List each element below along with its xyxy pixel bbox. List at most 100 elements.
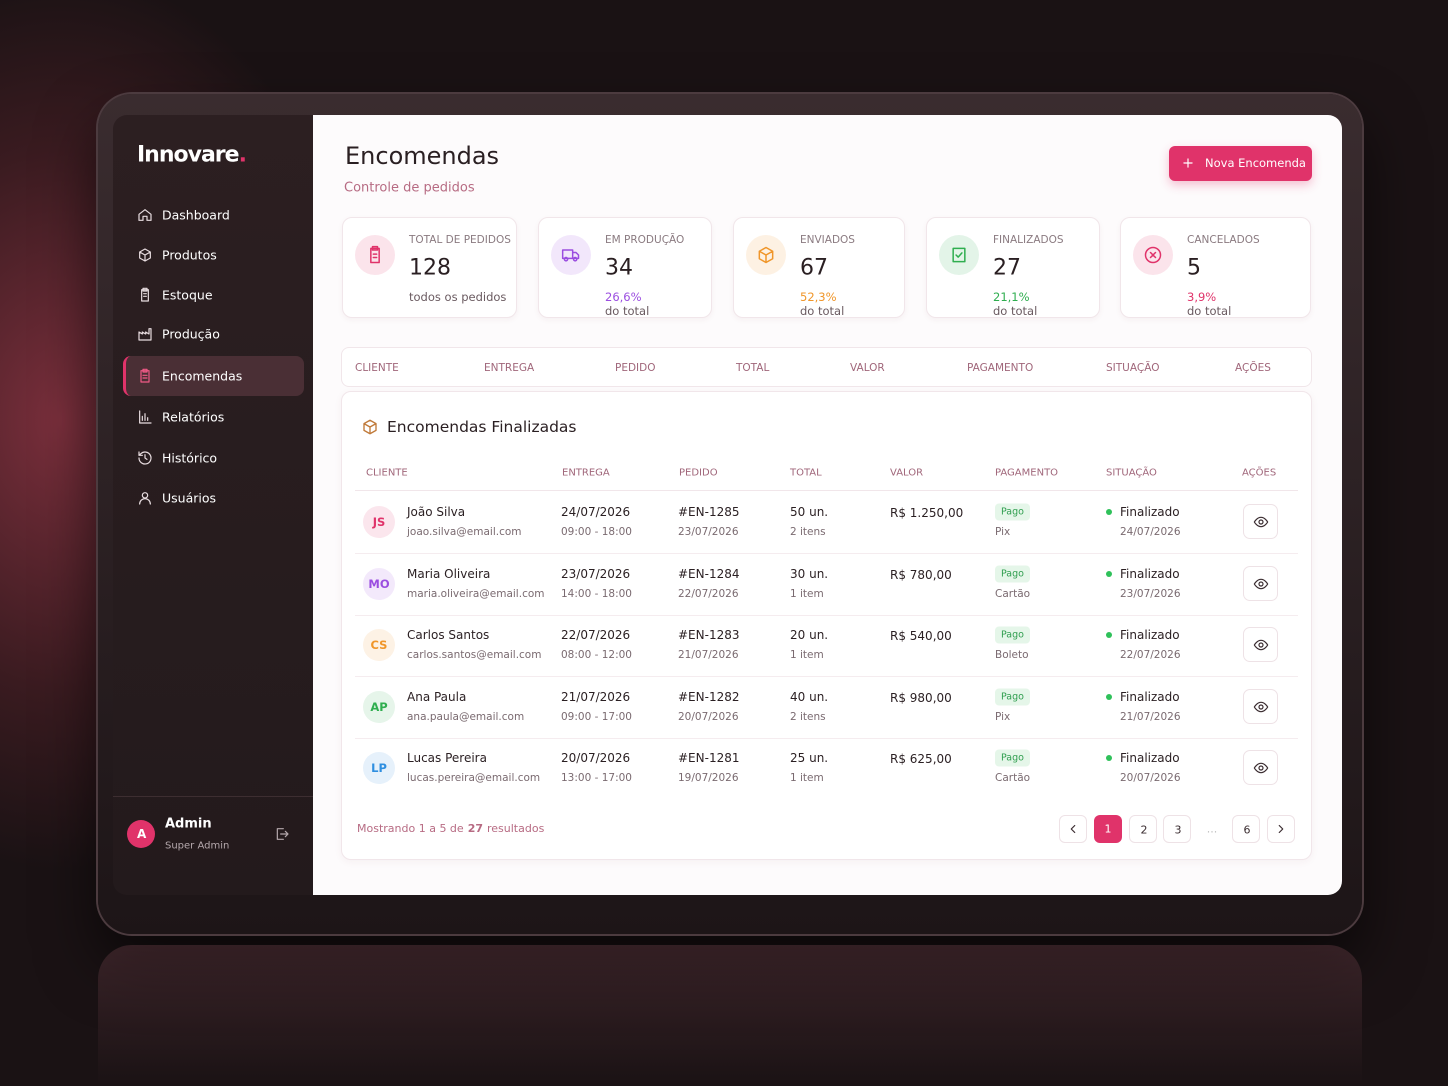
chevron-right bbox=[1278, 824, 1284, 834]
avatar-initials: AP bbox=[370, 700, 388, 714]
stat-value: 34 bbox=[605, 255, 633, 281]
pagination-total: 27 bbox=[467, 822, 483, 835]
next-page[interactable] bbox=[1267, 815, 1295, 843]
stat-percent: 3,9% bbox=[1187, 290, 1217, 304]
delivery-time: 09:00 - 17:00 bbox=[561, 711, 632, 723]
delivery-date: 24/07/2026 bbox=[561, 505, 631, 519]
avatar-initials: LP bbox=[371, 761, 387, 775]
stat-card: ENVIADOS 67 52,3% do total bbox=[733, 217, 905, 318]
stat-note-row: 21,1% do total bbox=[993, 290, 1037, 318]
page-title: Encomendas bbox=[345, 142, 500, 170]
client-email: carlos.santos@email.com bbox=[407, 649, 542, 661]
brand-dot: . bbox=[238, 142, 247, 168]
stat-card: EM PRODUÇÃO 34 26,6% do total bbox=[538, 217, 712, 318]
filter-header-label: SITUAÇÃO bbox=[1106, 362, 1160, 374]
avatar-initials: JS bbox=[372, 515, 386, 529]
stat-icon bbox=[370, 245, 380, 264]
eye-icon bbox=[1253, 639, 1269, 651]
nav-icon bbox=[139, 248, 151, 262]
client-name: João Silva bbox=[407, 505, 466, 519]
payment-badge: Pago bbox=[995, 503, 1030, 521]
pagination-suffix: resultados bbox=[487, 822, 545, 835]
view-button[interactable] bbox=[1243, 504, 1278, 539]
delivery-date: 20/07/2026 bbox=[561, 751, 631, 765]
view-button[interactable] bbox=[1243, 689, 1278, 724]
nav-icon-shape bbox=[139, 410, 152, 424]
stat-note: do total bbox=[993, 304, 1038, 318]
nav-item: Dashboard bbox=[162, 207, 230, 223]
quantity: 50 un. bbox=[790, 505, 829, 519]
status-date: 22/07/2026 bbox=[1120, 649, 1181, 661]
stat-value: 128 bbox=[409, 255, 451, 281]
status-date: 20/07/2026 bbox=[1120, 772, 1181, 784]
nav-icon-shape bbox=[138, 451, 152, 465]
stat-icon-shape bbox=[561, 249, 580, 262]
stat-note-row: 26,6% do total bbox=[605, 290, 649, 318]
nav-active-bg[interactable] bbox=[123, 356, 304, 396]
quantity: 40 un. bbox=[790, 690, 829, 704]
chevron-left bbox=[1070, 824, 1076, 834]
brand-logo: Innovare. bbox=[137, 142, 247, 168]
view-button[interactable] bbox=[1243, 750, 1278, 785]
column-header: CLIENTE bbox=[366, 467, 408, 479]
stat-percent: 52,3% bbox=[800, 290, 837, 304]
view-button[interactable] bbox=[1243, 627, 1278, 662]
client-email: lucas.pereira@email.com bbox=[407, 772, 541, 784]
nav-icon bbox=[138, 328, 152, 341]
page-button[interactable]: 3 bbox=[1163, 815, 1191, 843]
order-number: #EN-1282 bbox=[678, 690, 740, 704]
avatar-initials: CS bbox=[370, 638, 388, 652]
stat-icon bbox=[952, 247, 966, 263]
page-button[interactable]: 2 bbox=[1129, 815, 1157, 843]
quantity: 30 un. bbox=[790, 567, 829, 581]
page-button[interactable]: 6 bbox=[1232, 815, 1260, 843]
stat-icon-bg bbox=[551, 235, 591, 275]
status: Finalizado bbox=[1120, 567, 1180, 581]
filter-header-label: TOTAL bbox=[736, 362, 770, 374]
status-dot bbox=[1106, 571, 1112, 577]
delivery-time: 08:00 - 12:00 bbox=[561, 649, 632, 661]
nav-item: Usuários bbox=[162, 490, 217, 506]
filter-header-label: CLIENTE bbox=[355, 362, 399, 374]
stat-percent: 21,1% bbox=[993, 290, 1030, 304]
payment-badge: Pago bbox=[995, 688, 1030, 706]
view-button[interactable] bbox=[1243, 566, 1278, 601]
client-name: Lucas Pereira bbox=[407, 751, 487, 765]
nav-item: Histórico bbox=[162, 450, 218, 466]
column-header: AÇÕES bbox=[1242, 467, 1277, 479]
nav-icon bbox=[141, 287, 149, 302]
client-name: Ana Paula bbox=[407, 690, 467, 704]
payment-badge: Pago bbox=[995, 565, 1030, 583]
stat-icon bbox=[1144, 246, 1162, 264]
table-title: Encomendas Finalizadas bbox=[387, 418, 577, 436]
filter-bar bbox=[341, 347, 1312, 387]
nav-icon-shape bbox=[138, 328, 152, 341]
payment-method: Cartão bbox=[995, 772, 1031, 784]
new-order-button[interactable]: Nova Encomenda bbox=[1169, 146, 1312, 181]
quantity: 20 un. bbox=[790, 628, 829, 642]
stat-card: FINALIZADOS 27 21,1% do total bbox=[926, 217, 1100, 318]
order-value: R$ 780,00 bbox=[890, 568, 952, 582]
table-card bbox=[341, 391, 1312, 860]
order-date: 20/07/2026 bbox=[678, 711, 739, 723]
nav-icon-shape bbox=[139, 492, 151, 505]
item-count: 2 itens bbox=[790, 711, 826, 723]
page-button[interactable]: 1 bbox=[1094, 815, 1122, 843]
stat-card: TOTAL DE PEDIDOS 128 todos os pedidos bbox=[342, 217, 517, 318]
client-name: Maria Oliveira bbox=[407, 567, 491, 581]
status: Finalizado bbox=[1120, 751, 1180, 765]
stat-card: CANCELADOS 5 3,9% do total bbox=[1120, 217, 1311, 318]
header-divider bbox=[355, 490, 1298, 491]
stat-note: do total bbox=[1187, 304, 1232, 318]
order-date: 19/07/2026 bbox=[678, 772, 739, 784]
status-date: 21/07/2026 bbox=[1120, 711, 1181, 723]
payment-method: Pix bbox=[995, 526, 1011, 538]
pagination-info: Mostrando 1 a 5 de 27 resultados bbox=[357, 822, 544, 835]
row-divider bbox=[355, 615, 1298, 616]
nav-icon-shape bbox=[138, 209, 152, 221]
logout-icon[interactable] bbox=[274, 826, 290, 842]
order-number: #EN-1283 bbox=[678, 628, 740, 642]
item-count: 1 item bbox=[790, 588, 824, 600]
prev-page[interactable] bbox=[1059, 815, 1087, 843]
